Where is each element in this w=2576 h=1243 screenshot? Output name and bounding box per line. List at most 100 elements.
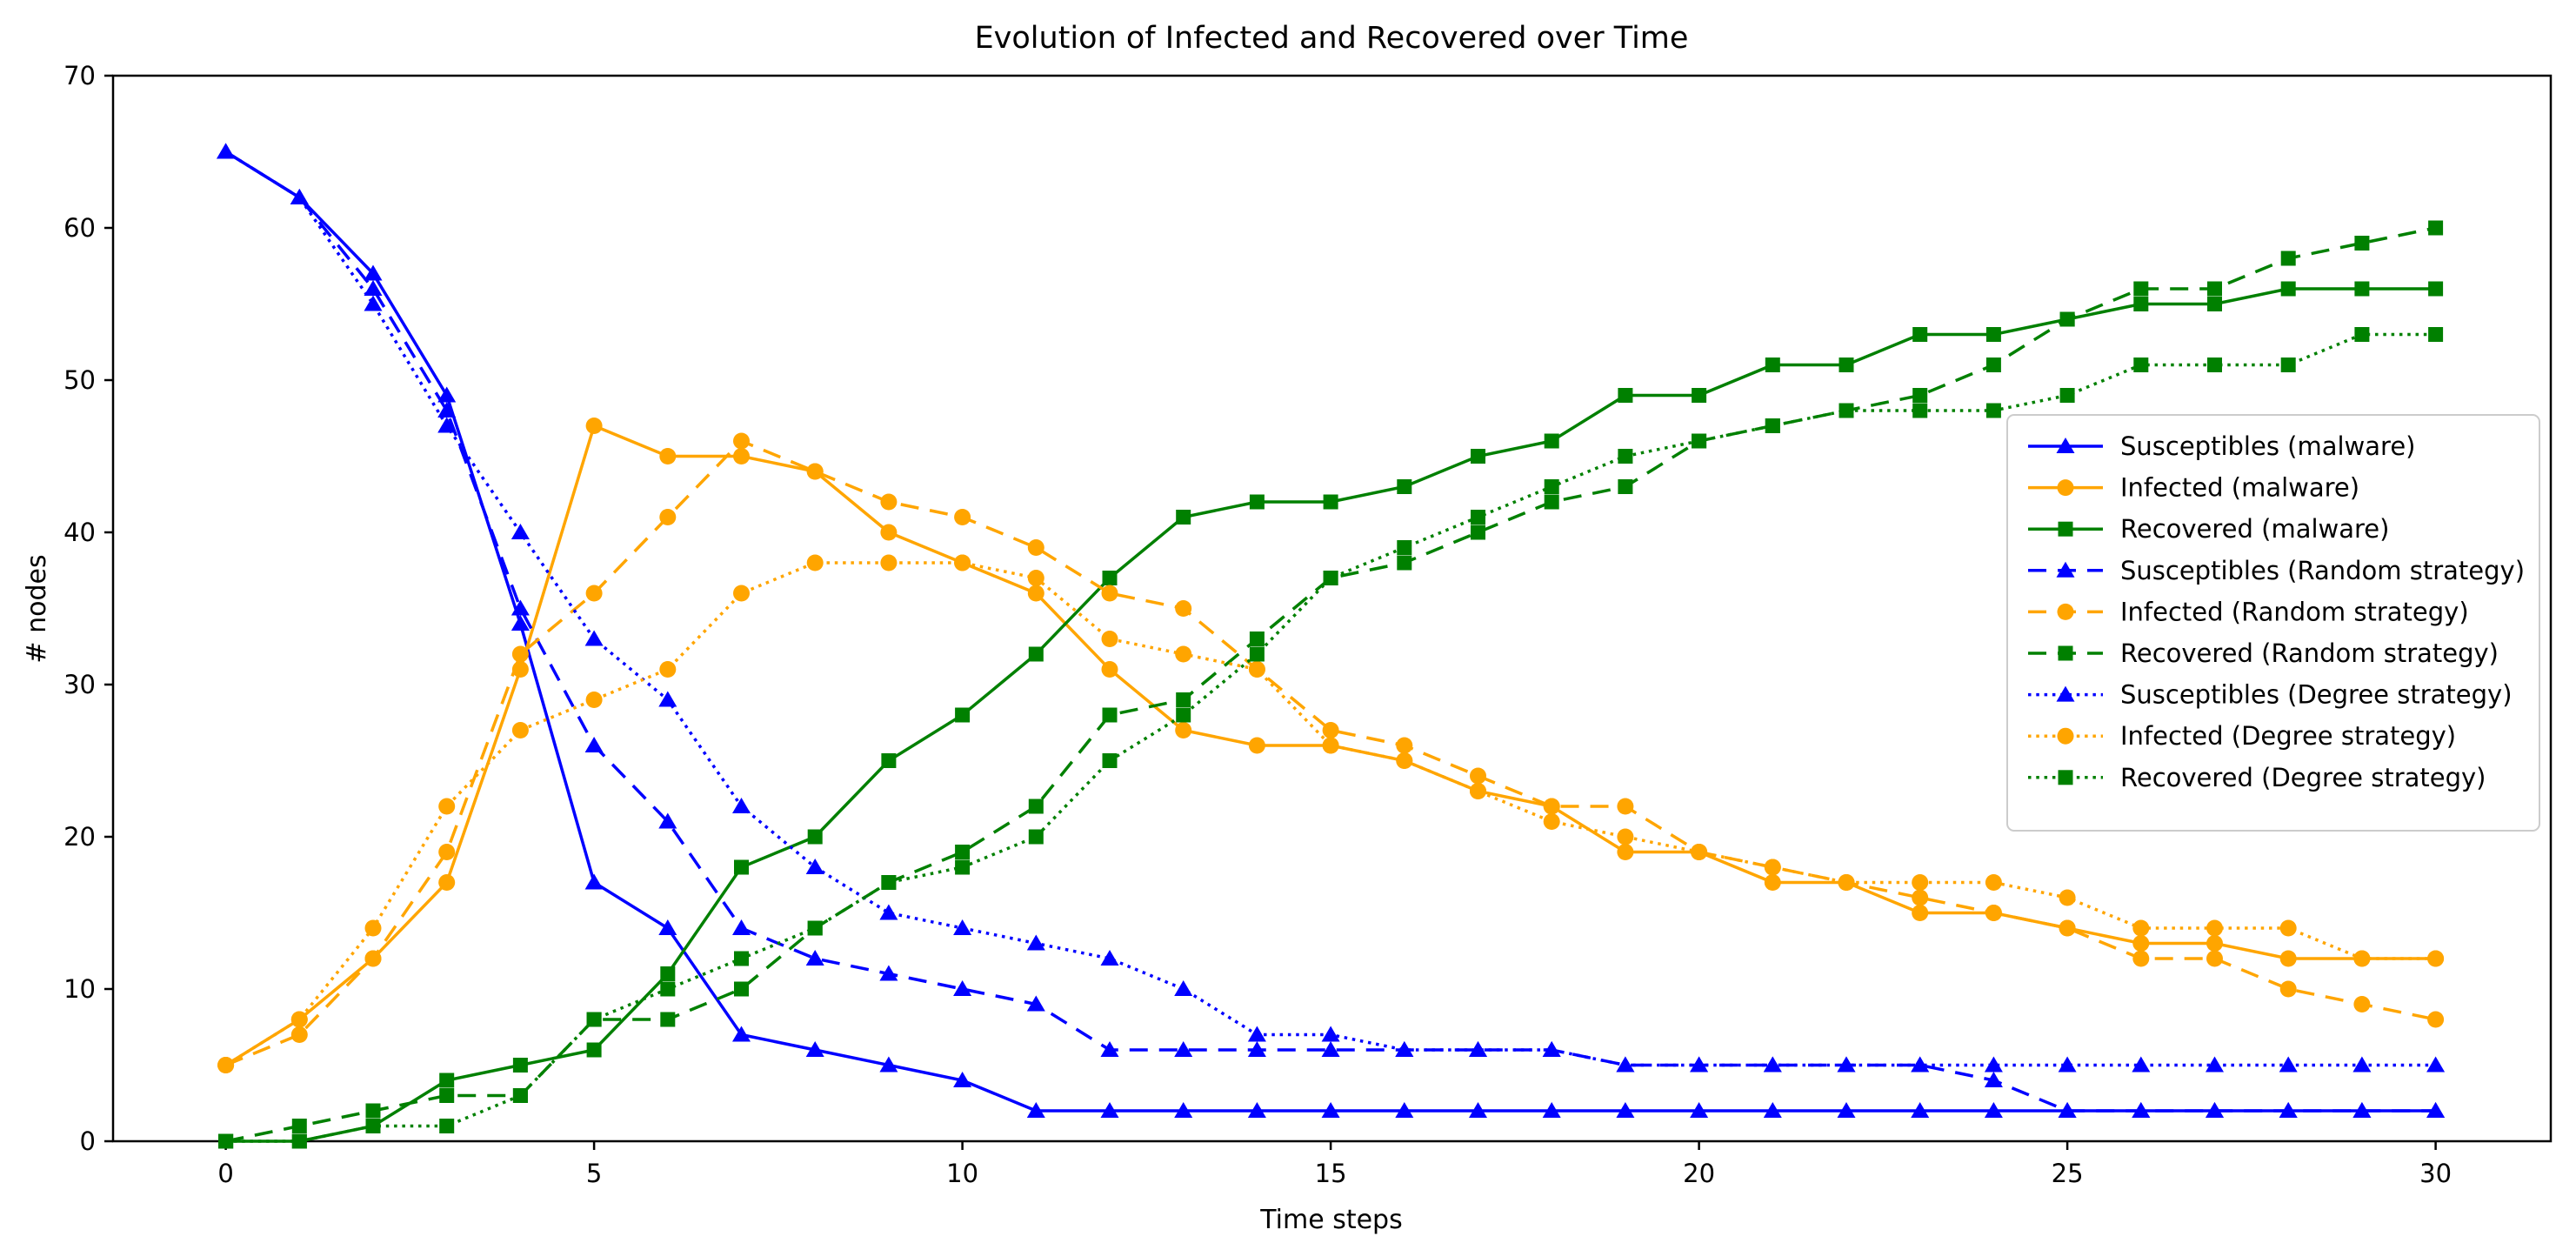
triangle-marker [511, 524, 530, 539]
square-marker [1471, 449, 1485, 464]
triangle-marker [290, 189, 309, 204]
triangle-marker [584, 737, 604, 752]
square-marker [1692, 388, 1707, 403]
circle-marker [585, 418, 603, 434]
circle-marker [1101, 661, 1118, 678]
y-tick-label: 60 [63, 213, 96, 243]
circle-marker [290, 1011, 308, 1028]
legend-item-label: Susceptibles (Degree strategy) [2120, 680, 2513, 710]
square-marker [807, 829, 823, 845]
y-tick-label: 50 [63, 365, 96, 395]
legend-item-1: Susceptibles (malware) [2028, 431, 2415, 461]
circle-marker [2206, 950, 2223, 967]
circle-marker [806, 463, 824, 480]
square-marker [1102, 753, 1118, 768]
x-tick-label: 0 [217, 1159, 233, 1188]
legend-item-9: Recovered (Degree strategy) [2028, 763, 2486, 792]
square-marker [1249, 646, 1265, 662]
circle-marker [2057, 727, 2074, 745]
x-axis-label: Time steps [1259, 1205, 1402, 1235]
triangle-marker [2426, 1056, 2446, 1073]
square-marker [2354, 236, 2370, 251]
square-marker [1912, 327, 1928, 342]
circle-marker [1248, 737, 1265, 754]
triangle-marker [2206, 1102, 2224, 1118]
square-marker [1028, 799, 1044, 814]
triangle-marker [1616, 1056, 1635, 1073]
circle-marker [2132, 935, 2150, 952]
circle-marker [733, 448, 750, 464]
x-tick-label: 25 [2052, 1159, 2084, 1188]
triangle-marker [1469, 1041, 1487, 1057]
square-marker [1544, 494, 1559, 510]
circle-marker [1912, 874, 1929, 891]
circle-marker [1764, 874, 1781, 891]
square-marker [881, 875, 897, 890]
circle-marker [659, 448, 677, 464]
square-marker [439, 1088, 455, 1103]
triangle-marker [1174, 1102, 1193, 1118]
triangle-marker [2426, 1102, 2446, 1118]
circle-marker [1617, 798, 1634, 815]
circle-marker [1617, 844, 1634, 860]
series-recovered-degree-strategy [218, 327, 2444, 1149]
circle-marker [1543, 798, 1560, 815]
triangle-marker [2132, 1056, 2151, 1073]
triangle-marker [2352, 1102, 2372, 1118]
circle-marker [2279, 980, 2297, 998]
triangle-marker [2352, 1056, 2372, 1073]
triangle-marker [2279, 1102, 2298, 1118]
triangle-marker [217, 143, 236, 159]
circle-marker [2279, 919, 2297, 937]
triangle-marker [2056, 561, 2075, 578]
square-marker [2207, 281, 2222, 297]
circle-marker [733, 432, 750, 450]
square-marker [734, 981, 749, 997]
triangle-marker [2132, 1102, 2151, 1118]
circle-marker [1470, 767, 1486, 785]
legend-item-label: Recovered (Random strategy) [2120, 638, 2499, 668]
legend-item-label: Susceptibles (Random strategy) [2120, 556, 2525, 585]
square-marker [291, 1133, 307, 1149]
square-marker [512, 1058, 528, 1073]
triangle-marker [1321, 1041, 1340, 1057]
square-marker [2207, 358, 2222, 372]
triangle-marker [1763, 1056, 1782, 1073]
x-tick-label: 15 [1315, 1159, 1347, 1188]
legend-item-label: Recovered (Degree strategy) [2120, 763, 2486, 792]
y-axis-label: # nodes [22, 554, 52, 663]
circle-marker [1985, 905, 2002, 921]
circle-marker [585, 585, 603, 602]
triangle-marker [1837, 1102, 1856, 1118]
triangle-marker [953, 919, 972, 935]
square-marker [2133, 297, 2149, 311]
square-marker [660, 981, 676, 997]
triangle-marker [1542, 1102, 1561, 1118]
y-tick-label: 70 [63, 61, 96, 90]
triangle-marker [1911, 1102, 1930, 1118]
square-marker [955, 707, 971, 723]
triangle-marker [511, 599, 530, 616]
circle-marker [1396, 752, 1413, 769]
triangle-marker [732, 919, 751, 935]
triangle-marker [1100, 1041, 1119, 1057]
square-marker [1176, 692, 1191, 707]
triangle-marker [658, 691, 677, 707]
triangle-marker [584, 630, 604, 646]
triangle-marker [1984, 1102, 2003, 1118]
circle-marker [438, 874, 456, 891]
square-marker [586, 1042, 602, 1058]
square-marker [2133, 281, 2149, 297]
square-marker [291, 1119, 307, 1133]
triangle-marker [1763, 1102, 1782, 1118]
legend-item-2: Infected (malware) [2028, 473, 2359, 503]
square-marker [2058, 521, 2073, 537]
square-marker [2354, 327, 2370, 342]
square-marker [1249, 494, 1265, 510]
triangle-marker [1616, 1102, 1635, 1118]
circle-marker [880, 524, 898, 541]
triangle-marker [1026, 1102, 1045, 1118]
y-tick-label: 30 [63, 670, 96, 699]
triangle-marker [732, 1026, 751, 1042]
square-marker [2059, 388, 2075, 403]
